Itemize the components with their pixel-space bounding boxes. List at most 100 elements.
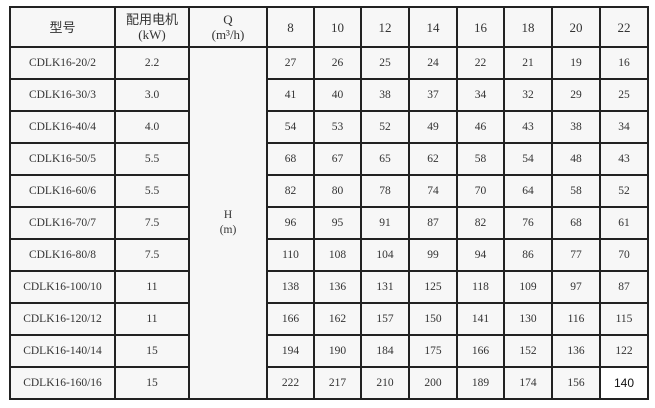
header-flow: 12	[360, 6, 410, 48]
head-value-cell: 136	[551, 334, 601, 368]
head-value-cell: 82	[456, 206, 505, 240]
model-cell: CDLK16-160/16	[9, 366, 116, 400]
motor-kw-cell: 7.5	[114, 206, 190, 240]
header-flow: 18	[503, 6, 553, 48]
head-value-cell: 166	[456, 334, 505, 368]
head-value-cell: 58	[551, 174, 601, 208]
head-value-cell: 61	[599, 206, 649, 240]
model-cell: CDLK16-70/7	[9, 206, 116, 240]
head-value-cell: 150	[408, 302, 458, 336]
head-value-cell: 27	[266, 46, 315, 80]
head-value-cell: 54	[503, 142, 553, 176]
head-value-cell: 41	[266, 78, 315, 112]
motor-kw-cell: 11	[114, 302, 190, 336]
head-value-cell: 68	[551, 206, 601, 240]
head-value-cell: 32	[503, 78, 553, 112]
head-value-cell: 104	[360, 238, 410, 272]
model-cell: CDLK16-60/6	[9, 174, 116, 208]
head-value-cell: 210	[360, 366, 410, 400]
head-value-cell: 25	[599, 78, 649, 112]
head-value-cell: 131	[360, 270, 410, 304]
head-value-cell: 48	[551, 142, 601, 176]
head-value-cell: 166	[266, 302, 315, 336]
motor-kw-cell: 5.5	[114, 174, 190, 208]
model-cell: CDLK16-20/2	[9, 46, 116, 80]
head-value-cell: 189	[456, 366, 505, 400]
head-value-cell: 95	[313, 206, 362, 240]
head-value-cell: 37	[408, 78, 458, 112]
head-value-cell: 80	[313, 174, 362, 208]
table-row: CDLK16-140/14 15 194 190 184 175 166 152 136 122	[9, 334, 649, 368]
head-value-cell: 34	[456, 78, 505, 112]
head-value-cell: 26	[313, 46, 362, 80]
head-value-cell: 140	[599, 366, 649, 400]
head-value-cell: 43	[599, 142, 649, 176]
head-value-cell: 19	[551, 46, 601, 80]
model-cell: CDLK16-140/14	[9, 334, 116, 368]
head-value-cell: 21	[503, 46, 553, 80]
motor-kw-cell: 15	[114, 334, 190, 368]
head-value-cell: 22	[456, 46, 505, 80]
head-value-cell: 76	[503, 206, 553, 240]
head-value-cell: 67	[313, 142, 362, 176]
header-row: 型号 配用电机 (kW) Q (m³/h) 8 10 12 14 16 18 20 …	[9, 6, 649, 48]
header-flow: 22	[599, 6, 649, 48]
head-value-cell: 34	[599, 110, 649, 144]
model-cell: CDLK16-50/5	[9, 142, 116, 176]
head-value-cell: 40	[313, 78, 362, 112]
head-value-cell: 82	[266, 174, 315, 208]
head-value-cell: 200	[408, 366, 458, 400]
head-value-cell: 136	[313, 270, 362, 304]
table-row: CDLK16-70/7 7.5 96 95 91 87 82 76 68 61	[9, 206, 649, 240]
head-unit: (m)	[219, 224, 237, 236]
model-cell: CDLK16-30/3	[9, 78, 116, 112]
head-value-cell: 115	[599, 302, 649, 336]
head-value-cell: 38	[360, 78, 410, 112]
head-value-cell: 125	[408, 270, 458, 304]
head-value-cell: 62	[408, 142, 458, 176]
head-value-cell: 25	[360, 46, 410, 80]
head-value-cell: 118	[456, 270, 505, 304]
head-value-cell: 152	[503, 334, 553, 368]
head-value-cell: 174	[503, 366, 553, 400]
head-value-cell: 99	[408, 238, 458, 272]
header-flow: 8	[266, 6, 315, 48]
head-value-cell: 52	[599, 174, 649, 208]
head-value-cell: 43	[503, 110, 553, 144]
motor-kw-cell: 4.0	[114, 110, 190, 144]
header-model: 型号	[9, 6, 116, 48]
model-cell: CDLK16-100/10	[9, 270, 116, 304]
motor-kw-cell: 5.5	[114, 142, 190, 176]
pump-performance-table: 型号 配用电机 (kW) Q (m³/h) 8 10 12 14 16 18 20 …	[9, 6, 649, 400]
table-row: CDLK16-80/8 7.5 110 108 104 99 94 86 77 70	[9, 238, 649, 272]
header-motor: 配用电机 (kW)	[114, 6, 190, 48]
head-value-cell: 122	[599, 334, 649, 368]
head-value-cell: 141	[456, 302, 505, 336]
head-value-cell: 77	[551, 238, 601, 272]
motor-kw-cell: 2.2	[114, 46, 190, 80]
head-value-cell: 217	[313, 366, 362, 400]
head-value-cell: 222	[266, 366, 315, 400]
header-q-unit: (m³/h)	[211, 27, 245, 42]
model-cell: CDLK16-120/12	[9, 302, 116, 336]
head-value-cell: 110	[266, 238, 315, 272]
head-value-cell: 156	[551, 366, 601, 400]
head-value-cell: 97	[551, 270, 601, 304]
head-value-cell: 68	[266, 142, 315, 176]
head-label: H	[223, 209, 233, 221]
head-value-cell: 138	[266, 270, 315, 304]
head-label-cell: H (m)	[188, 46, 268, 400]
head-value-cell: 116	[551, 302, 601, 336]
head-value-cell: 96	[266, 206, 315, 240]
head-value-cell: 52	[360, 110, 410, 144]
head-value-cell: 58	[456, 142, 505, 176]
table-row: CDLK16-40/4 4.0 54 53 52 49 46 43 38 34	[9, 110, 649, 144]
table-row: CDLK16-60/6 5.5 82 80 78 74 70 64 58 52	[9, 174, 649, 208]
table-row: CDLK16-30/3 3.0 41 40 38 37 34 32 29 25	[9, 78, 649, 112]
head-value-cell: 157	[360, 302, 410, 336]
head-value-cell: 46	[456, 110, 505, 144]
table-row: CDLK16-50/5 5.5 68 67 65 62 58 54 48 43	[9, 142, 649, 176]
head-value-cell: 65	[360, 142, 410, 176]
head-value-cell: 70	[456, 174, 505, 208]
head-value-cell: 24	[408, 46, 458, 80]
